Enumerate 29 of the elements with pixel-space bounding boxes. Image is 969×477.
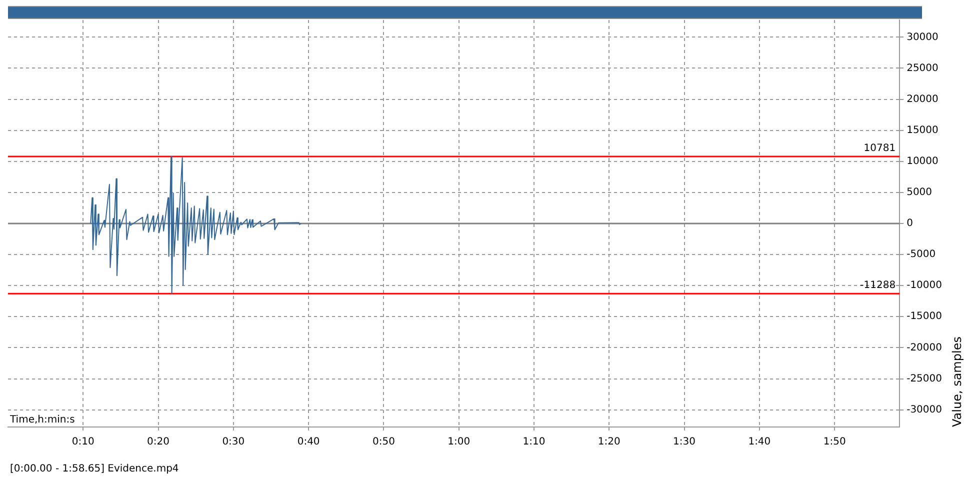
x-tick-label: 1:10 [522, 436, 546, 448]
y-tick-label: -25000 [906, 373, 942, 384]
text: [0:00.00 - 1:58.65] Evidence.mp4 [10, 464, 179, 475]
y-tick-label: 5000 [906, 187, 932, 198]
ref-line-label: -11288 [860, 280, 896, 292]
x-tick-label: 1:20 [598, 436, 620, 448]
x-tick-label: 1:50 [823, 436, 846, 448]
y-tick-label: -30000 [906, 404, 942, 416]
y-tick-label: 25000 [906, 62, 938, 74]
y-tick-label: -5000 [906, 249, 936, 260]
x-tick-label: 0:40 [297, 436, 320, 448]
y-tick-label: -10000 [906, 280, 942, 292]
x-tick-label: 0:30 [222, 436, 245, 448]
y-tick-label: 30000 [906, 32, 938, 43]
y-tick-label: -20000 [906, 342, 942, 354]
x-tick-label: 1:00 [448, 436, 470, 448]
x-axis-title: Time,h:min:s [9, 414, 75, 426]
ref-line-label: 10781 [864, 143, 896, 154]
x-tick-label: 1:30 [673, 436, 696, 448]
x-tick-label: 1:40 [748, 436, 771, 448]
y-tick-label: -15000 [906, 311, 942, 322]
y-tick-label: 0 [906, 218, 913, 230]
y-tick-label: 15000 [906, 124, 938, 136]
y-axis-title: Value, samples [950, 336, 964, 427]
x-tick-label: 0:50 [372, 436, 395, 448]
y-tick-label: 10000 [906, 156, 938, 167]
x-tick-label: 0:20 [147, 436, 170, 448]
y-tick-label: 20000 [906, 94, 938, 105]
x-tick-label: 0:10 [72, 436, 94, 448]
